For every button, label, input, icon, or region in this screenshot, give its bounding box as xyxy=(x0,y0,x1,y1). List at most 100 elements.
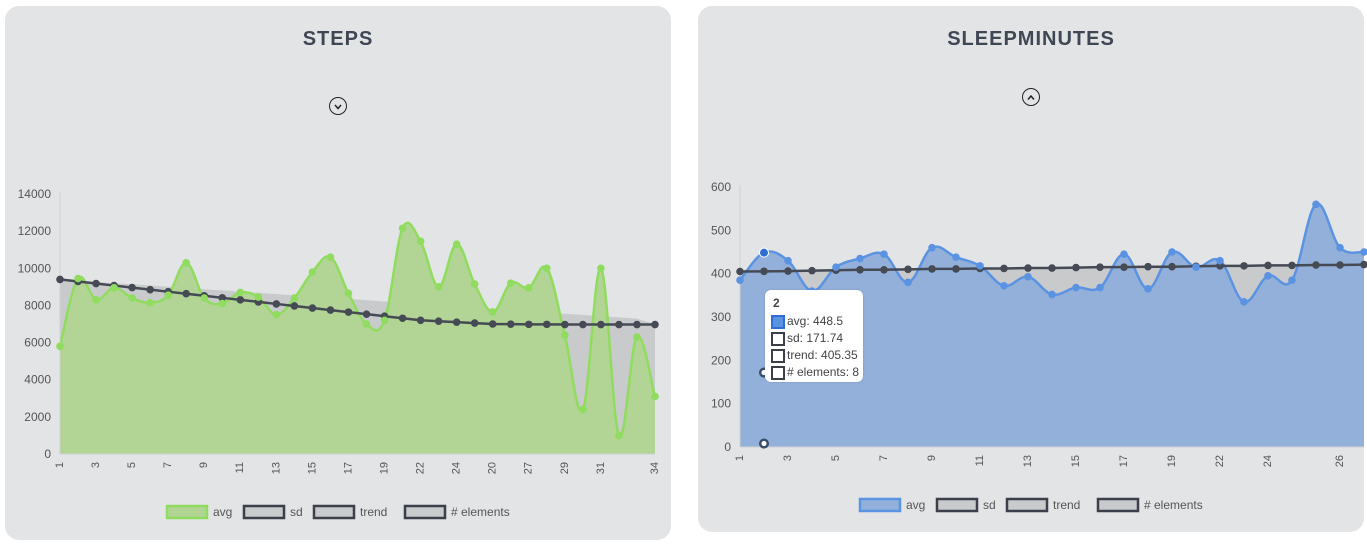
avg-point-23 xyxy=(452,240,461,248)
tooltip-swatch-sd xyxy=(771,332,785,346)
legend-label: # elements xyxy=(1144,498,1203,512)
avg-point-4 xyxy=(110,283,118,292)
trend-point-1 xyxy=(56,275,64,284)
trend-point-3 xyxy=(784,267,792,275)
trend-point-6 xyxy=(856,265,864,274)
trend-point-22 xyxy=(1240,262,1248,270)
legend-swatch-1 xyxy=(242,504,286,520)
x-tick-label: 7 xyxy=(162,462,174,468)
avg-point-23 xyxy=(1264,272,1272,280)
trend-point-21 xyxy=(416,316,425,325)
trend-point-32 xyxy=(615,320,623,329)
x-tick-label: 5 xyxy=(126,462,138,468)
trend-point-15 xyxy=(1072,263,1080,272)
avg-point-2 xyxy=(74,274,82,283)
trend-point-8 xyxy=(182,289,191,298)
legend-label: sd xyxy=(290,505,303,519)
avg-point-1 xyxy=(56,342,64,351)
tooltip-row-sd: sd: 171.74 xyxy=(771,330,857,347)
x-tick-label: 3 xyxy=(782,455,794,461)
avg-point-10 xyxy=(952,253,960,261)
avg-point-5 xyxy=(832,263,840,271)
steps-title: STEPS xyxy=(302,28,374,50)
avg-point-13 xyxy=(1024,272,1032,281)
trend-point-25 xyxy=(488,320,497,328)
x-tick-label: 11 xyxy=(974,455,986,466)
avg-area xyxy=(740,203,1364,447)
trend-point-13 xyxy=(272,300,281,308)
avg-point-12 xyxy=(1000,282,1008,290)
avg-point-8 xyxy=(904,278,912,287)
avg-point-7 xyxy=(164,291,172,300)
legend-label: avg xyxy=(906,498,925,512)
avg-point-25 xyxy=(1312,200,1320,209)
chevron-up-icon[interactable] xyxy=(1022,88,1040,106)
x-tick-label: 29 xyxy=(559,462,571,474)
tooltip-row-trend: trend: 405.35 xyxy=(771,347,858,364)
avg-point-1 xyxy=(736,276,744,284)
hover-avg-point xyxy=(759,247,769,258)
avg-point-7 xyxy=(880,250,888,258)
trend-point-2 xyxy=(760,267,768,276)
legend-label: trend xyxy=(360,505,387,519)
trend-point-13 xyxy=(1024,264,1032,272)
legend-label: # elements xyxy=(451,505,510,519)
trend-point-11 xyxy=(236,296,245,304)
x-tick-label: 13 xyxy=(270,462,282,474)
x-tick-label: 19 xyxy=(378,462,390,474)
trend-point-17 xyxy=(1120,263,1128,271)
avg-point-30 xyxy=(579,405,587,414)
chevron-down-icon[interactable] xyxy=(329,97,347,115)
avg-point-22 xyxy=(1240,298,1248,306)
legend-swatch-0 xyxy=(858,497,902,513)
trend-point-33 xyxy=(633,320,641,329)
legend-swatch-2 xyxy=(1005,497,1049,513)
sleepminutes-card: SLEEPMINUTES 0 100 200 300 400 500 600 1 3 5 7 9 11 1… xyxy=(698,6,1367,532)
avg-point-12 xyxy=(254,293,263,301)
x-tick-label: 24 xyxy=(1262,455,1274,467)
trend-point-24 xyxy=(1288,261,1296,270)
x-tick-label: 1 xyxy=(54,462,66,468)
trend-point-27 xyxy=(524,320,533,329)
tooltip-text-avg: avg: 448.5 xyxy=(787,314,844,328)
tooltip-text-elements: # elements: 8 xyxy=(787,365,860,379)
avg-point-5 xyxy=(128,294,136,302)
legend-swatch-3 xyxy=(403,504,447,520)
y-tick-label: 12000 xyxy=(18,224,52,238)
trend-point-16 xyxy=(326,306,335,314)
trend-point-14 xyxy=(290,302,299,310)
avg-point-22 xyxy=(434,283,443,291)
avg-point-15 xyxy=(308,268,317,276)
avg-point-19 xyxy=(1168,248,1176,256)
avg-point-33 xyxy=(633,333,641,341)
y-tick-label: 2000 xyxy=(24,410,51,424)
trend-point-20 xyxy=(398,314,407,323)
tooltip-swatch-elements xyxy=(771,366,785,380)
avg-point-3 xyxy=(92,296,100,304)
avg-point-16 xyxy=(1096,283,1104,292)
avg-point-18 xyxy=(1144,285,1152,293)
x-tick-label: 15 xyxy=(1070,455,1082,467)
y-tick-label: 6000 xyxy=(24,336,51,350)
trend-point-15 xyxy=(308,304,317,312)
x-tick-label: 11 xyxy=(234,462,246,473)
y-tick-label: 0 xyxy=(724,440,731,454)
avg-point-34 xyxy=(651,392,659,401)
avg-point-20 xyxy=(1192,263,1200,271)
trend-point-26 xyxy=(1336,261,1344,269)
avg-point-9 xyxy=(200,294,209,302)
tooltip-row-avg: avg: 448.5 xyxy=(771,313,857,330)
avg-point-24 xyxy=(470,280,479,288)
y-tick-label: 10000 xyxy=(18,261,52,275)
y-tick-label: 300 xyxy=(711,310,731,324)
y-tick-label: 600 xyxy=(711,180,731,194)
y-tick-label: 0 xyxy=(44,447,51,461)
avg-point-25 xyxy=(488,308,497,316)
x-tick-label: 19 xyxy=(1166,455,1178,467)
avg-area xyxy=(60,222,655,454)
avg-point-31 xyxy=(597,264,605,273)
trend-point-10 xyxy=(952,265,960,273)
trend-point-34 xyxy=(651,320,659,329)
avg-point-32 xyxy=(615,431,623,440)
